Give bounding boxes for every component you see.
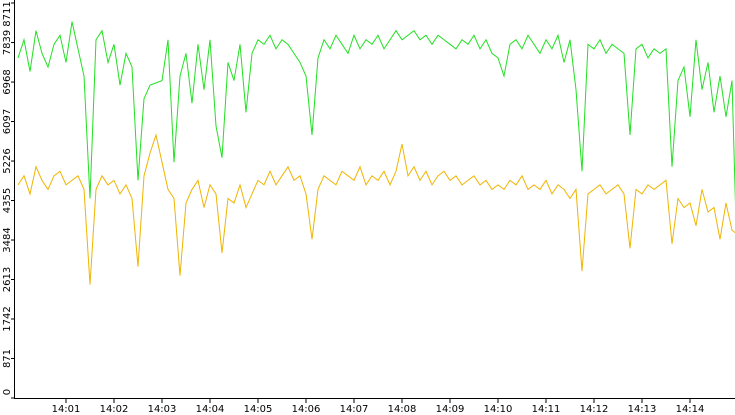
x-tick-label: 14:08 — [388, 404, 417, 415]
y-tick-label: 0 — [2, 389, 13, 395]
x-tick-label: 14:05 — [244, 404, 273, 415]
y-tick-label: 6968 — [2, 69, 13, 94]
y-tick-label: 5226 — [2, 148, 13, 173]
series-line — [17, 133, 735, 285]
x-tick-label: 14:12 — [580, 404, 609, 415]
x-tick-label: 14:14 — [676, 404, 705, 415]
y-tick-label: 871 — [2, 349, 13, 368]
series-line — [17, 21, 735, 205]
x-tick-label: 14:02 — [100, 404, 129, 415]
x-tick-label: 14:10 — [484, 404, 513, 415]
y-tick-label: 4355 — [2, 188, 13, 213]
x-tick-label: 14:11 — [532, 404, 561, 415]
x-tick-label: 14:07 — [340, 404, 369, 415]
y-tick-label: 7839 — [2, 30, 13, 55]
x-tick-label: 14:03 — [148, 404, 177, 415]
y-tick-label: 8711 — [2, 1, 13, 26]
x-tick-label: 14:13 — [628, 404, 657, 415]
y-tick-label: 2613 — [2, 267, 13, 292]
y-tick-label: 6097 — [2, 109, 13, 134]
y-tick-label: 1742 — [2, 306, 13, 331]
x-tick-label: 14:09 — [436, 404, 465, 415]
x-tick-label: 14:01 — [52, 404, 81, 415]
plot-area — [17, 21, 735, 285]
y-tick-label: 3484 — [2, 227, 13, 252]
x-tick-label: 14:04 — [196, 404, 225, 415]
x-tick-label: 14:06 — [292, 404, 321, 415]
